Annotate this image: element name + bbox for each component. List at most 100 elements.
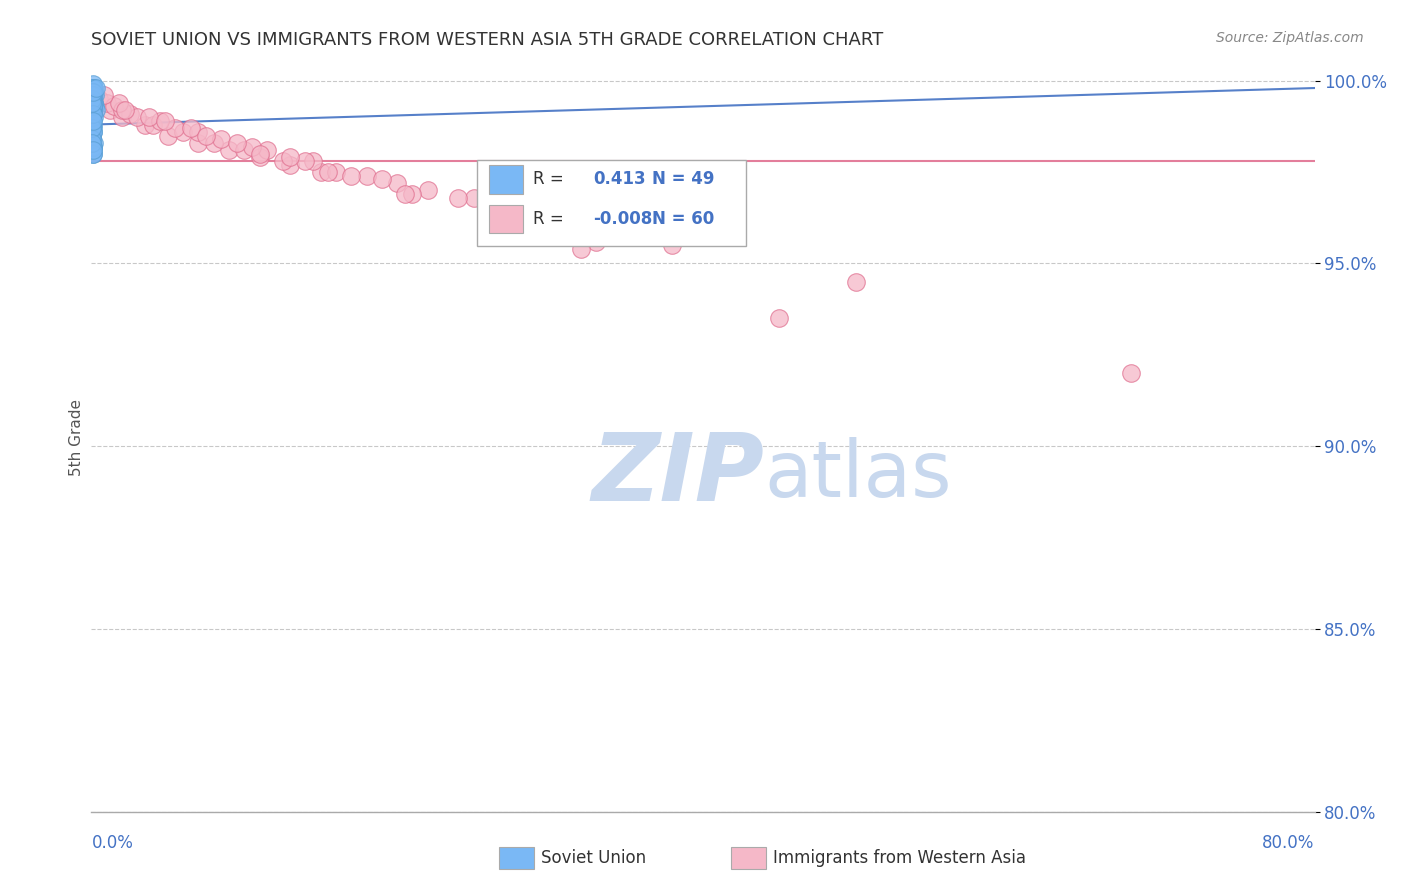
Text: SOVIET UNION VS IMMIGRANTS FROM WESTERN ASIA 5TH GRADE CORRELATION CHART: SOVIET UNION VS IMMIGRANTS FROM WESTERN … [91,31,883,49]
Point [153,114,176,128]
Text: N = 60: N = 60 [651,210,714,228]
Point [114,103,136,117]
Point [82,132,104,146]
Point [845,275,868,289]
Point [538,209,561,223]
Point [240,139,263,153]
Point [249,146,271,161]
Point [84,88,107,103]
Point [93,88,115,103]
Point [172,125,194,139]
Point [187,136,209,150]
Text: Immigrants from Western Asia: Immigrants from Western Asia [773,849,1026,867]
Point [447,191,470,205]
Text: R =: R = [533,210,564,228]
Point [401,187,423,202]
Point [195,128,218,143]
Point [82,146,104,161]
Point [82,143,104,157]
Point [385,176,409,190]
Point [371,172,394,186]
Point [82,114,104,128]
Point [83,81,105,95]
Point [84,81,107,95]
Point [478,212,501,227]
Text: -0.008: -0.008 [593,210,652,228]
Text: 80.0%: 80.0% [1263,834,1315,852]
FancyBboxPatch shape [477,160,745,246]
Point [218,143,240,157]
Y-axis label: 5th Grade: 5th Grade [69,399,84,475]
Point [356,169,378,183]
Text: N = 49: N = 49 [651,170,714,188]
Point [394,187,416,202]
FancyBboxPatch shape [489,165,523,194]
Point [103,99,125,113]
Point [616,219,638,234]
Point [82,95,104,110]
Point [82,81,104,95]
Point [82,118,104,132]
Point [87,92,110,106]
Point [82,88,104,103]
Point [82,128,104,143]
Point [82,118,104,132]
Point [149,114,172,128]
Point [156,128,179,143]
Text: R =: R = [533,170,564,188]
Point [661,238,683,252]
Point [82,125,104,139]
Point [82,85,104,99]
Point [82,106,104,120]
Point [256,143,278,157]
Point [108,95,131,110]
Point [82,81,104,95]
Point [82,136,104,150]
Point [82,114,104,128]
Point [585,235,607,249]
Point [509,202,531,216]
Point [318,165,340,179]
Point [82,92,104,106]
Text: 0.413: 0.413 [593,170,645,188]
Point [340,169,363,183]
Point [82,92,104,106]
Point [1121,366,1143,380]
Point [325,165,347,179]
Point [82,106,104,120]
Point [569,242,592,256]
Point [278,158,301,172]
Point [225,136,247,150]
Point [82,110,104,124]
Point [165,121,187,136]
Text: Source: ZipAtlas.com: Source: ZipAtlas.com [1216,31,1364,45]
Point [294,154,316,169]
Point [83,110,105,124]
FancyBboxPatch shape [489,205,523,234]
Text: Soviet Union: Soviet Union [541,849,647,867]
Point [82,121,104,136]
Text: atlas: atlas [765,436,952,513]
Text: 0.0%: 0.0% [91,834,134,852]
Point [82,92,104,106]
Point [233,143,256,157]
Point [278,151,301,165]
Text: ZIP: ZIP [592,428,765,521]
Point [82,78,104,92]
Point [82,88,104,103]
Point [96,95,118,110]
Point [82,99,104,113]
Point [82,143,104,157]
Point [180,121,202,136]
Point [83,95,105,110]
Point [202,136,225,150]
Point [82,103,104,117]
Point [82,99,104,113]
Point [82,132,104,146]
Point [271,154,294,169]
Point [494,209,516,223]
Point [98,103,121,117]
Point [82,95,104,110]
Point [416,183,439,197]
Point [82,121,104,136]
